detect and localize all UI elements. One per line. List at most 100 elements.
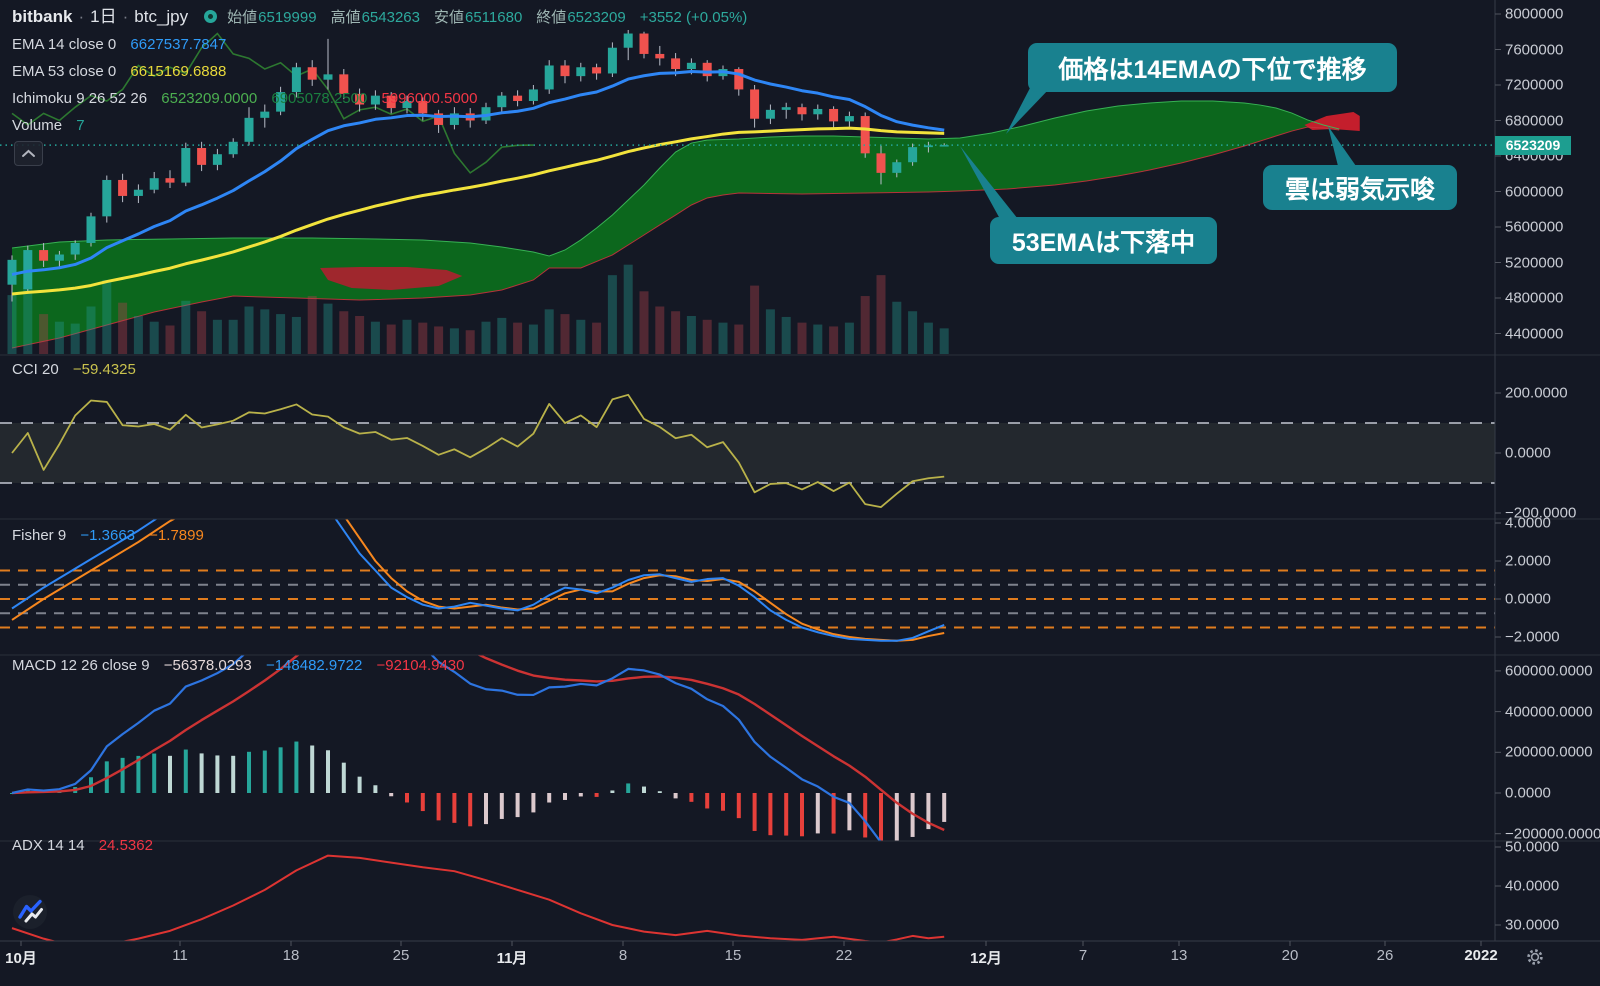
indicator-legend-fisher[interactable]: Fisher 9 −1.3663 −1.7899 [12, 527, 214, 545]
macd-histogram-bar [594, 793, 599, 797]
price-tick-label: 7200000 [1505, 76, 1564, 94]
macd-histogram-bar [231, 755, 236, 793]
fisher-pane [0, 519, 1495, 642]
price-tick-label: 8000000 [1505, 5, 1564, 23]
indicator-legend-ichimoku[interactable]: Ichimoku 9 26 52 26 6523209.0000 6905078… [12, 90, 487, 108]
fisher-tick-label: 0.0000 [1505, 590, 1551, 608]
candle-body [276, 92, 286, 112]
candle-body [149, 178, 159, 190]
candle-body [307, 67, 317, 80]
indicator-legend-ema14[interactable]: EMA 14 close 0 6627537.7847 [12, 36, 226, 54]
macd-histogram-bar [531, 793, 536, 813]
annotation-pointer [1328, 126, 1356, 166]
macd-histogram-bar [515, 793, 520, 818]
candle-body [39, 250, 49, 261]
annotation-pointer [1006, 88, 1050, 134]
macd-histogram-bar [357, 776, 362, 793]
volume-bar [813, 324, 823, 354]
indicator-legend-macd[interactable]: MACD 12 26 close 9 −56378.0293 −148482.9… [12, 657, 474, 675]
candle-body [291, 67, 301, 93]
candle-body [908, 147, 918, 163]
candle-body [212, 154, 222, 165]
adx-tick-label: 40.0000 [1505, 877, 1560, 895]
volume-bar [860, 296, 870, 354]
time-tick-label: 15 [724, 947, 742, 964]
macd-histogram-bar [468, 793, 473, 827]
fisher-value-2: −1.7899 [149, 527, 204, 544]
macd-tick-label: −200000.0000 [1505, 825, 1600, 843]
volume-bar [560, 314, 570, 354]
adx-value: 24.5362 [98, 837, 153, 854]
symbol-name[interactable]: bitbank [12, 7, 73, 26]
fisher-value-1: −1.3663 [80, 527, 135, 544]
volume-bar [497, 317, 507, 354]
candle-body [860, 116, 870, 154]
close-value: 6523209 [567, 9, 626, 26]
macd-histogram-bar [136, 755, 141, 793]
indicator-legend-cci[interactable]: CCI 20 −59.4325 [12, 361, 136, 379]
macd-histogram-bar [310, 745, 315, 793]
time-tick-label: 2022 [1464, 947, 1498, 964]
pair-label[interactable]: btc_jpy [134, 7, 189, 26]
candle-body [528, 89, 538, 101]
volume-bar [655, 306, 665, 354]
cci-pane [0, 393, 1495, 508]
macd-histogram-bar [547, 793, 552, 803]
indicator-legend-ema53[interactable]: EMA 53 close 0 6615169.6888 [12, 63, 226, 81]
candle-body [70, 242, 80, 255]
macd-histogram-bar [199, 753, 204, 793]
time-scale[interactable]: 10月 11 18 25 11月 8 15 22 12月 7 13 20 26 2022 [0, 0, 1500, 986]
macd-histogram-bar [120, 757, 125, 793]
adx-line [11, 854, 945, 941]
price-scale[interactable]: 8000000 7600000 7200000 6800000 6400000 60000… [0, 0, 1600, 941]
annotation-cloud-bearish[interactable]: 雲は弱気示唆 [1263, 165, 1457, 210]
macd-histogram-bar [926, 793, 931, 830]
ichimoku-cloud-red-inner [320, 267, 463, 291]
volume-bar [702, 319, 712, 354]
macd-pane [10, 655, 947, 841]
candle-body [339, 74, 349, 94]
candle-body [702, 62, 712, 77]
macd-tick-label: 200000.0000 [1505, 743, 1593, 761]
volume-bar [197, 311, 207, 354]
fisher-tick-label: −2.0000 [1505, 628, 1560, 646]
exchange-dot-icon [204, 10, 218, 23]
timezone-settings-button[interactable] [1524, 946, 1546, 973]
annotation-price-below-ema14[interactable]: 価格は14EMAの下位で推移 [1028, 43, 1397, 92]
volume-label: Volume [12, 117, 63, 134]
volume-bar [686, 316, 696, 354]
candle-body [576, 67, 586, 77]
candle-body [102, 179, 112, 217]
macd-histogram-bar [405, 793, 409, 803]
macd-histogram-bar [341, 762, 346, 793]
close-label: 終値 [536, 9, 567, 26]
macd-histogram-bar [373, 785, 378, 793]
volume-bar [323, 303, 333, 354]
volume-bar [781, 316, 791, 354]
volume-bar [623, 264, 633, 354]
macd-histogram-bar [736, 793, 741, 819]
annotation-ema53-falling[interactable]: 53EMAは下落中 [990, 217, 1217, 264]
candle-body [228, 141, 238, 155]
ema14-value: 6627537.7847 [130, 36, 227, 53]
macd-histogram-bar [262, 750, 267, 793]
volume-bar [876, 275, 886, 354]
annotation-pointer [960, 146, 1018, 219]
macd-histogram-bar [784, 793, 789, 836]
macd-histogram-bar [721, 793, 725, 811]
candle-body [481, 107, 491, 121]
macd-histogram-bar [294, 741, 299, 793]
tradingview-logo[interactable] [12, 894, 48, 935]
symbol-header[interactable]: bitbank · 1日 · btc_jpy 始値6519999 高値6543263 安値65… [12, 6, 754, 28]
indicator-legend-volume[interactable]: Volume 7 [12, 117, 85, 135]
cci-tick-label: −200.0000 [1505, 504, 1577, 522]
volume-bar [923, 322, 933, 354]
indicator-legend-adx[interactable]: ADX 14 14 24.5362 [12, 837, 153, 855]
candle-body [497, 95, 507, 108]
chevron-up-icon [22, 149, 35, 157]
pane-collapse-button[interactable] [14, 141, 43, 166]
interval-label[interactable]: 1日 [90, 7, 117, 26]
candle-body [923, 145, 933, 148]
candle-body [750, 89, 760, 119]
